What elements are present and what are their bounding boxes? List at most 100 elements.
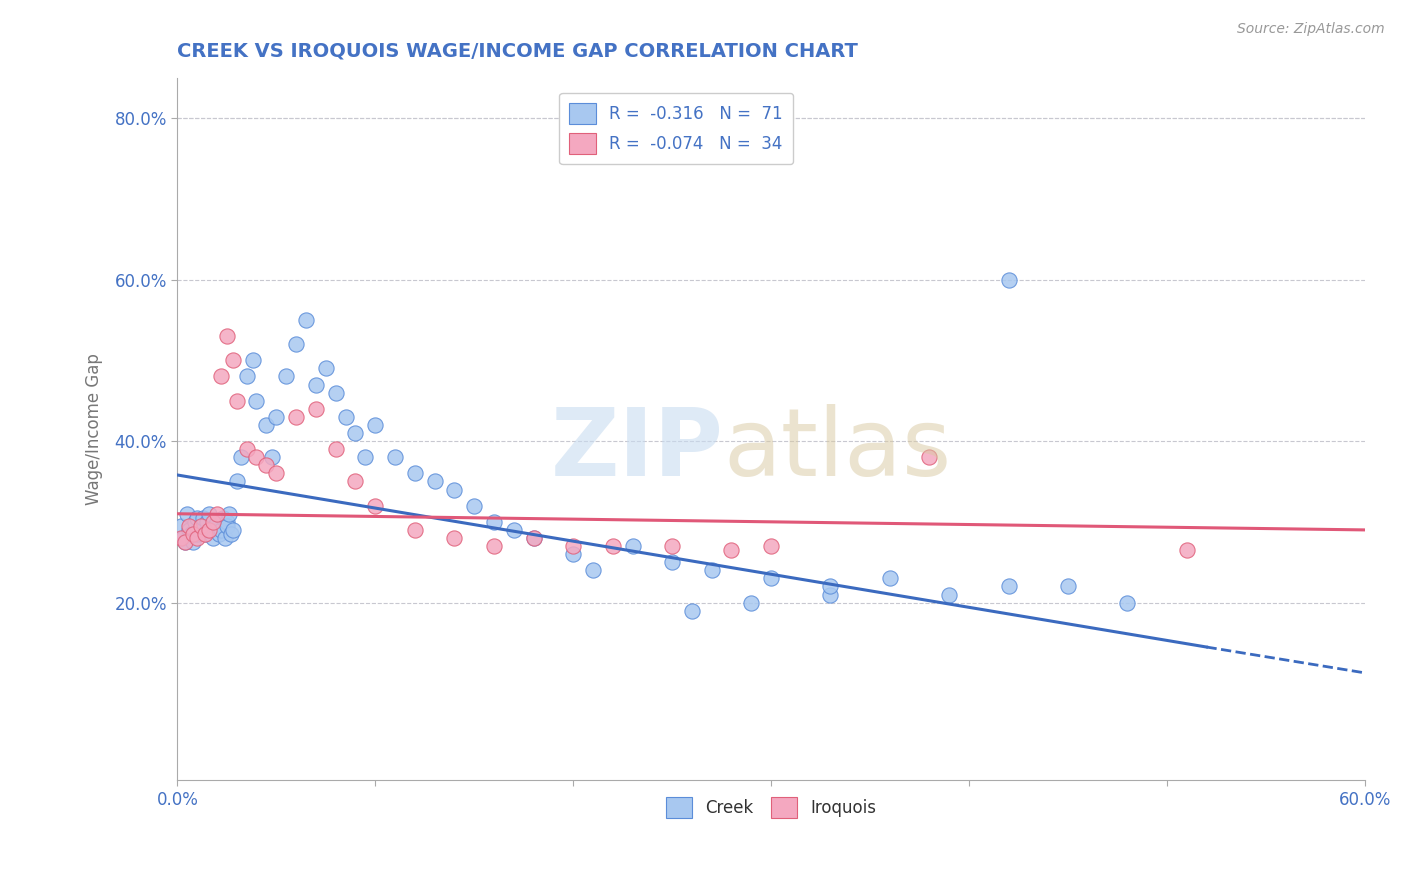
Point [820,588,842,602]
Point [262,450,284,465]
Point [305,401,328,416]
Point [225,393,247,408]
Point [285,337,308,351]
Point [229,450,252,465]
Point [443,483,465,497]
Point [879,571,901,585]
Point [295,313,318,327]
Point [602,539,624,553]
Point [266,467,288,481]
Point [179,523,201,537]
Point [335,409,357,424]
Point [344,425,367,440]
Point [209,369,232,384]
Point [208,527,231,541]
Point [198,507,221,521]
Text: atlas: atlas [724,404,952,496]
Point [918,450,941,465]
Point [200,523,222,537]
Point [225,475,247,489]
Point [305,377,328,392]
Y-axis label: Wage/Income Gap: Wage/Income Gap [86,353,103,505]
Point [354,450,377,465]
Point [186,510,208,524]
Point [181,527,204,541]
Point [423,475,446,489]
Point [482,515,505,529]
Point [254,417,277,432]
Point [997,579,1019,593]
Point [254,458,277,473]
Point [194,527,217,541]
Point [502,523,524,537]
Point [740,596,762,610]
Point [172,531,194,545]
Point [174,535,197,549]
Point [219,527,242,541]
Point [522,531,544,545]
Text: Source: ZipAtlas.com: Source: ZipAtlas.com [1237,22,1385,37]
Point [285,409,308,424]
Point [245,393,267,408]
Point [562,547,585,561]
Point [184,515,207,529]
Point [186,531,208,545]
Point [205,507,228,521]
Point [176,507,198,521]
Point [1116,596,1139,610]
Point [1175,543,1198,558]
Point [820,579,842,593]
Point [201,531,224,545]
Point [315,361,337,376]
Point [720,543,742,558]
Point [211,510,233,524]
Point [681,604,703,618]
Point [621,539,644,553]
Point [214,531,236,545]
Point [201,515,224,529]
Point [209,523,232,537]
Point [235,442,257,457]
Point [194,527,217,541]
Point [179,519,201,533]
Point [443,531,465,545]
Point [215,329,238,343]
Text: ZIP: ZIP [551,404,724,496]
Point [204,519,226,533]
Point [222,353,245,368]
Point [661,555,683,569]
Point [276,369,298,384]
Point [700,563,723,577]
Point [344,475,367,489]
Point [181,535,204,549]
Point [170,519,193,533]
Point [195,515,218,529]
Point [245,450,267,465]
Text: CREEK VS IROQUOIS WAGE/INCOME GAP CORRELATION CHART: CREEK VS IROQUOIS WAGE/INCOME GAP CORREL… [177,42,858,61]
Point [404,523,426,537]
Point [1057,579,1080,593]
Point [582,563,605,577]
Point [938,588,960,602]
Point [364,499,387,513]
Point [661,539,683,553]
Point [205,515,228,529]
Point [215,515,238,529]
Point [186,527,208,541]
Legend: Creek, Iroquois: Creek, Iroquois [659,790,883,825]
Point [180,527,202,541]
Point [759,571,782,585]
Point [235,369,257,384]
Point [325,442,347,457]
Point [404,467,426,481]
Point [482,539,505,553]
Point [215,519,238,533]
Point [188,523,211,537]
Point [562,539,585,553]
Point [242,353,264,368]
Point [174,535,197,549]
Point [522,531,544,545]
Point [170,531,193,545]
Point [222,523,245,537]
Point [463,499,485,513]
